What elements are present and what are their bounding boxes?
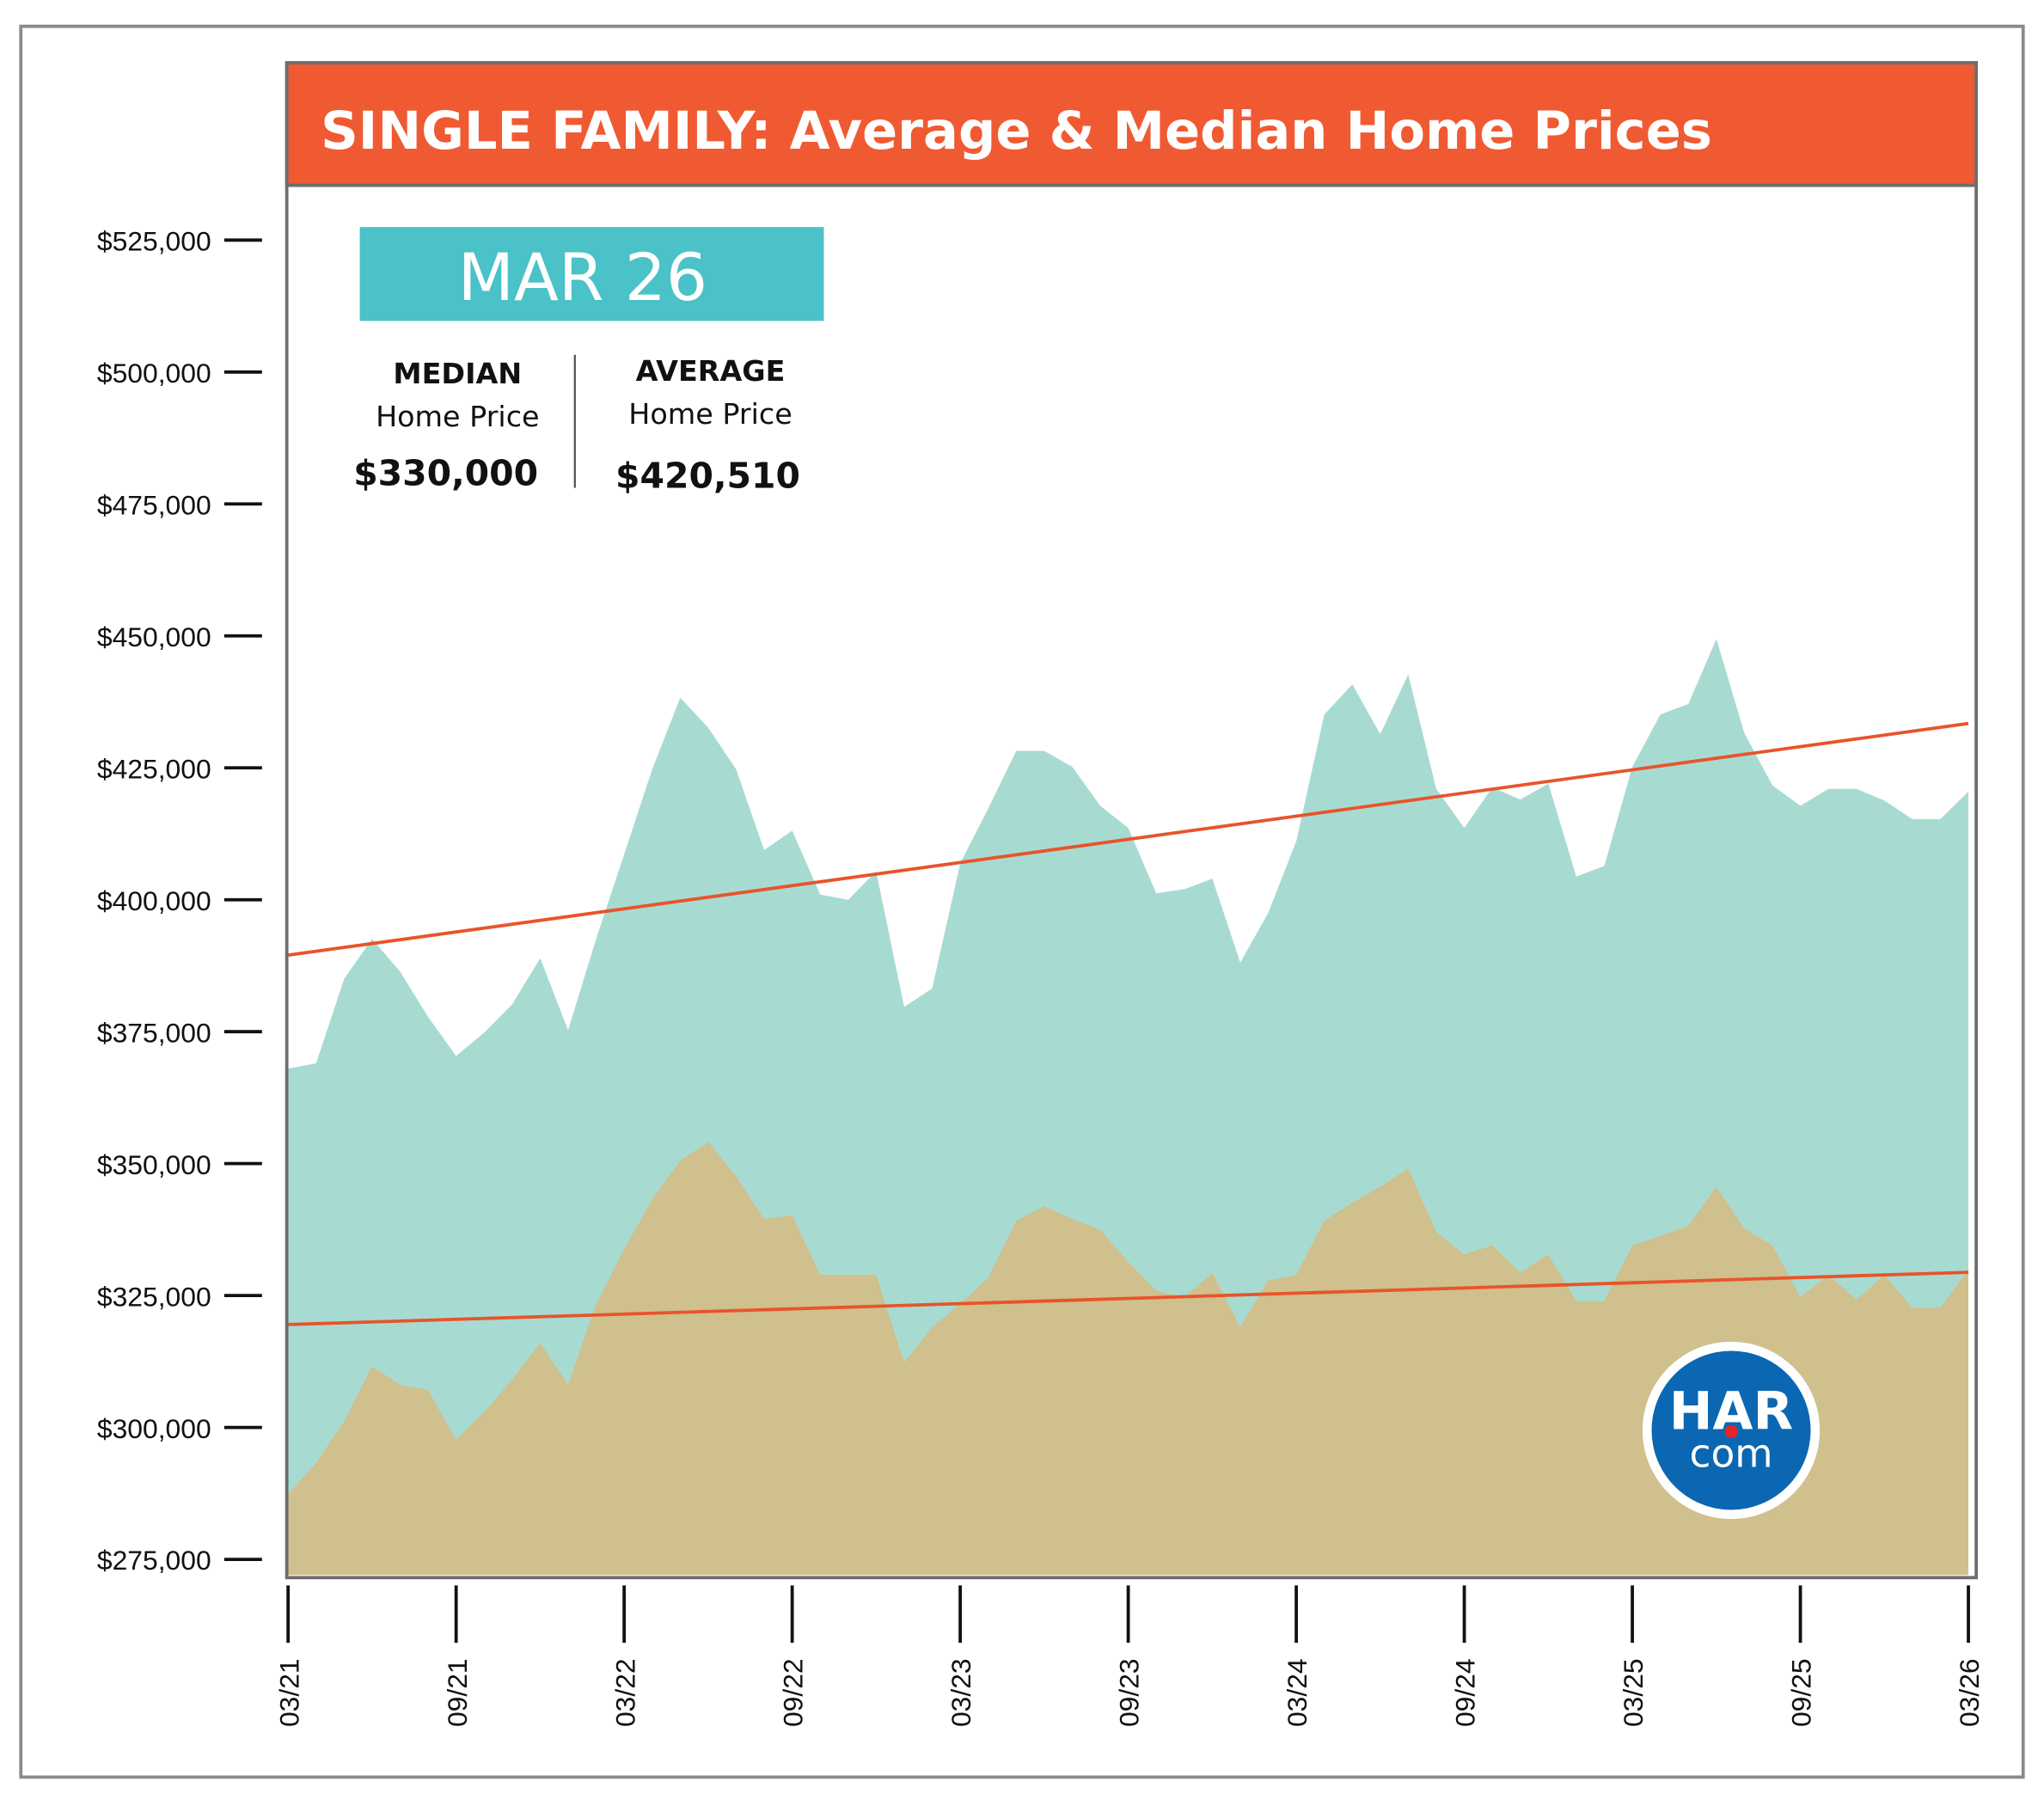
median-trendline [288,1270,1969,1326]
x-tick-label: 03/24 [1282,1658,1313,1727]
y-tick-label: $425,000 [97,753,211,784]
y-tick-label: $450,000 [97,621,211,652]
y-tick-label: $400,000 [97,885,211,916]
median-title: MEDIAN [393,357,522,390]
y-tick-label: $500,000 [97,358,211,389]
chart-title: SINGLE FAMILY: Average & Median Home Pri… [321,101,1712,162]
average-subtitle: Home Price [628,397,793,431]
x-tick-label: 09/24 [1450,1658,1481,1727]
average-value: $420,510 [615,455,800,496]
median-price-area [288,1142,1969,1576]
average-title: AVERAGE [636,354,786,388]
median-subtitle: Home Price [376,400,540,433]
x-tick-label: 09/22 [778,1658,809,1727]
x-tick-label: 03/26 [1954,1658,1985,1727]
x-tick-label: 09/23 [1114,1658,1145,1727]
median-value: $330,000 [353,452,538,493]
x-tick-label: 03/25 [1618,1658,1649,1727]
average-trendline [287,721,1969,958]
axes: $525,000 $500,000 $475,000 $450,000 $425,000… [97,225,1985,1727]
x-tick-label: 03/23 [946,1658,976,1727]
logo-com: com [1689,1430,1772,1476]
y-tick-label: $350,000 [97,1149,211,1180]
title-bar [285,61,1979,187]
y-tick-label: $325,000 [97,1281,211,1312]
x-tick-label: 09/25 [1786,1658,1817,1727]
y-tick-label: $275,000 [97,1545,211,1576]
x-tick-label: 09/21 [442,1658,473,1727]
y-tick-label: $475,000 [97,489,211,520]
x-tick-label: 03/21 [273,1658,304,1727]
date-badge-label: MAR 26 [458,240,708,315]
plot-area [287,639,1969,1576]
y-tick-label: $525,000 [97,225,211,256]
har-logo: HAR com [1642,1341,1821,1520]
logo-dot-icon [1724,1424,1738,1439]
y-tick-label: $300,000 [97,1413,211,1444]
x-tick-label: 03/22 [609,1658,640,1727]
y-tick-label: $375,000 [97,1017,211,1048]
date-badge [359,227,824,321]
